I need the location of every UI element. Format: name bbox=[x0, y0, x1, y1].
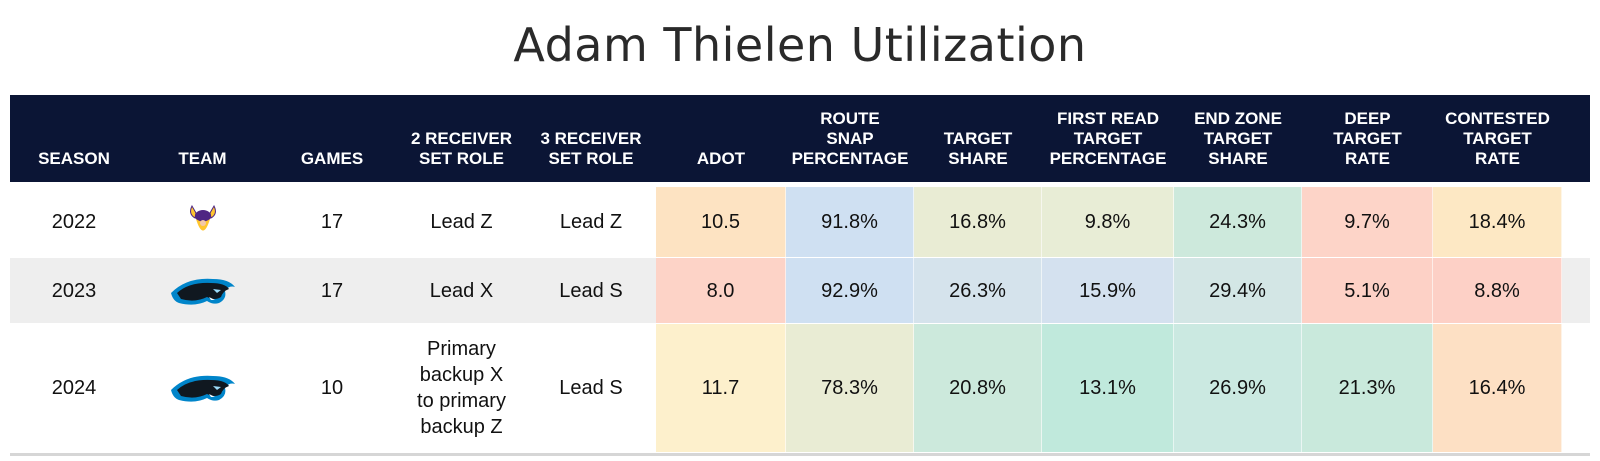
season-cell: 2022 bbox=[51, 211, 97, 233]
header-first-read-target-percentage: FIRST READ TARGET PERCENTAGE bbox=[1049, 109, 1167, 168]
first-read-target-percentage-cell: 15.9% bbox=[1042, 258, 1174, 323]
contested-target-rate-cell: 16.4% bbox=[1433, 324, 1562, 452]
season-cell: 2023 bbox=[51, 279, 97, 302]
vikings-logo-icon bbox=[186, 202, 220, 242]
adot-cell: 8.0 bbox=[656, 258, 786, 323]
games-cell: 17 bbox=[320, 279, 344, 302]
table-row: 2022 17 Lead Z Lead Z 10.5 91.8% 16.8% 9.8% 24.3… bbox=[10, 187, 1590, 258]
games-cell: 10 bbox=[320, 377, 344, 399]
table-body: 2022 17 Lead Z Lead Z 10.5 91.8% 16.8% 9.8% 24.3… bbox=[10, 187, 1590, 453]
deep-target-rate-cell: 5.1% bbox=[1302, 258, 1433, 323]
deep-target-rate-cell: 21.3% bbox=[1302, 324, 1433, 452]
first-read-target-percentage-cell: 9.8% bbox=[1042, 187, 1174, 257]
team-cell bbox=[138, 324, 267, 452]
route-snap-percentage-cell: 91.8% bbox=[786, 187, 914, 257]
adot-cell: 10.5 bbox=[656, 187, 786, 257]
header-adot: ADOT bbox=[696, 149, 746, 168]
header-target-share: TARGET SHARE bbox=[943, 129, 1013, 168]
route-snap-percentage-cell: 78.3% bbox=[786, 324, 914, 452]
header-season: SEASON bbox=[38, 149, 110, 168]
contested-target-rate-cell: 8.8% bbox=[1433, 258, 1562, 323]
end-zone-target-share-cell: 29.4% bbox=[1174, 258, 1302, 323]
two-receiver-role-cell: Primary backup X to primary backup Z bbox=[417, 338, 506, 438]
deep-target-rate-cell: 9.7% bbox=[1302, 187, 1433, 257]
header-three-receiver-role: 3 RECEIVER SET ROLE bbox=[540, 129, 642, 168]
table-header: SEASON TEAM GAMES 2 RECEIVER SET ROLE 3 RECE… bbox=[10, 95, 1590, 182]
header-team: TEAM bbox=[178, 149, 227, 168]
contested-target-rate-cell: 18.4% bbox=[1433, 187, 1562, 257]
header-two-receiver-role: 2 RECEIVER SET ROLE bbox=[410, 129, 513, 168]
route-snap-percentage-cell: 92.9% bbox=[786, 258, 914, 323]
header-deep-target-rate: DEEP TARGET RATE bbox=[1333, 109, 1402, 168]
end-zone-target-share-cell: 24.3% bbox=[1174, 187, 1302, 257]
table-bottom-rule bbox=[10, 453, 1590, 456]
two-receiver-role-cell: Lead X bbox=[429, 279, 494, 302]
panthers-logo-icon bbox=[169, 370, 237, 406]
header-route-snap-percentage: ROUTE SNAP PERCENTAGE bbox=[791, 109, 909, 168]
target-share-cell: 26.3% bbox=[914, 258, 1042, 323]
three-receiver-role-cell: Lead S bbox=[559, 279, 623, 302]
two-receiver-role-cell: Lead Z bbox=[430, 211, 493, 233]
season-cell: 2024 bbox=[51, 377, 97, 399]
header-contested-target-rate: CONTESTED TARGET RATE bbox=[1445, 109, 1550, 168]
team-cell bbox=[138, 258, 267, 323]
three-receiver-role-cell: Lead S bbox=[559, 377, 623, 399]
end-zone-target-share-cell: 26.9% bbox=[1174, 324, 1302, 452]
first-read-target-percentage-cell: 13.1% bbox=[1042, 324, 1174, 452]
panthers-logo-icon bbox=[169, 273, 237, 309]
games-cell: 17 bbox=[320, 211, 344, 233]
target-share-cell: 20.8% bbox=[914, 324, 1042, 452]
header-end-zone-target-share: END ZONE TARGET SHARE bbox=[1194, 109, 1282, 168]
team-cell bbox=[138, 187, 267, 257]
table-row: 2024 10 Primary backup X to primary backup… bbox=[10, 324, 1590, 453]
adot-cell: 11.7 bbox=[656, 324, 786, 452]
three-receiver-role-cell: Lead Z bbox=[559, 211, 623, 233]
target-share-cell: 16.8% bbox=[914, 187, 1042, 257]
header-games: GAMES bbox=[300, 149, 364, 168]
utilization-table: SEASON TEAM GAMES 2 RECEIVER SET ROLE 3 RECE… bbox=[10, 95, 1590, 456]
table-row: 2023 17 Lead X Lead S 8.0 92.9% 26.3% 15.9% 29.4… bbox=[10, 258, 1590, 324]
page-title: Adam Thielen Utilization bbox=[513, 18, 1087, 72]
